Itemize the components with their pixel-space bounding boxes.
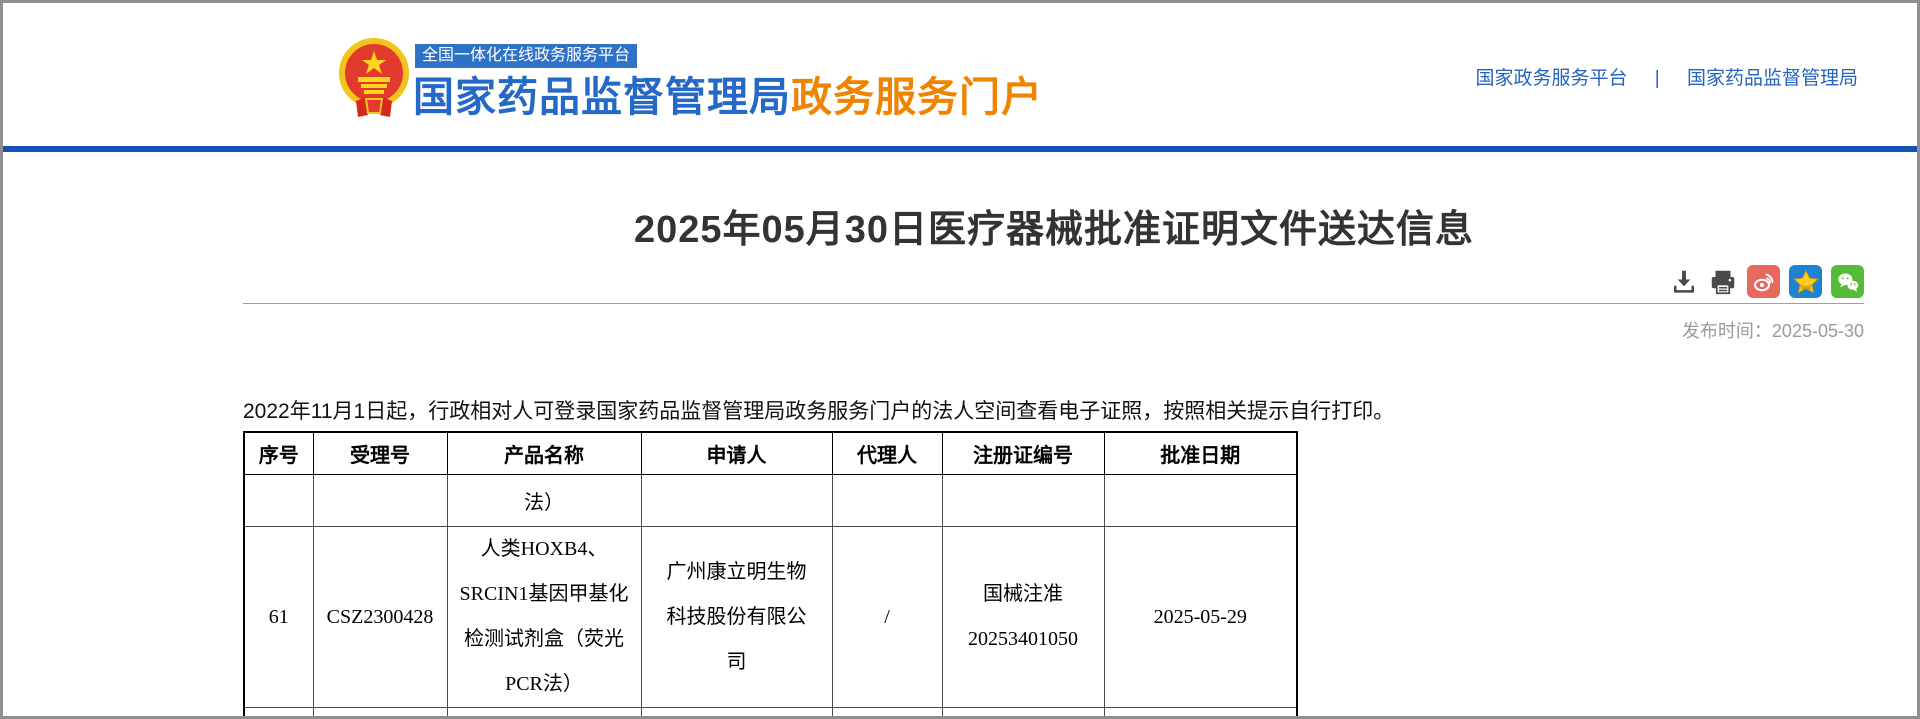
wechat-share-icon[interactable] xyxy=(1831,265,1864,298)
cell-approval-date xyxy=(1103,474,1298,527)
col-header-applicant: 申请人 xyxy=(640,431,833,475)
cell-applicant xyxy=(640,474,833,527)
cell-approval-date: 2025-05-29 xyxy=(1103,526,1298,708)
cell-product: 轮状病毒、诺如病 xyxy=(446,707,642,716)
page-title: 2025年05月30日医疗器械批准证明文件送达信息 xyxy=(633,209,1475,251)
cell-agent: / xyxy=(831,526,943,708)
cell-seq xyxy=(243,707,314,716)
cell-seq xyxy=(243,474,314,527)
table-row: 61 CSZ2300428 人类HOXB4、 SRCIN1基因甲基化 检测试剂盒… xyxy=(243,526,1298,708)
cell-accept-no xyxy=(312,707,448,716)
portal-name: 政务服务门户 xyxy=(791,74,1043,120)
article-content: 2025年05月30日医疗器械批准证明文件送达信息 xyxy=(243,152,1865,716)
col-header-agent: 代理人 xyxy=(831,431,943,475)
intro-paragraph: 2022年11月1日起，行政相对人可登录国家药品监督管理局政务服务门户的法人空间… xyxy=(243,400,1395,423)
cell-accept-no xyxy=(312,474,448,527)
header-divider-band xyxy=(3,146,1917,152)
table-header-row: 序号 受理号 产品名称 申请人 代理人 注册证编号 批准日期 xyxy=(243,431,1298,475)
national-emblem-logo xyxy=(339,38,409,117)
cell-reg-no xyxy=(941,707,1105,716)
approval-table: 序号 受理号 产品名称 申请人 代理人 注册证编号 批准日期 法） xyxy=(243,431,1298,716)
cell-seq: 61 xyxy=(243,526,314,708)
cell-agent xyxy=(831,707,943,716)
col-header-approval-date: 批准日期 xyxy=(1103,431,1298,475)
cell-applicant xyxy=(640,707,833,716)
cell-reg-no: 国械注准 20253401050 xyxy=(941,526,1105,708)
cell-applicant: 广州康立明生物 科技股份有限公 司 xyxy=(640,526,833,708)
site-title: 国家药品监督管理局政务服务门户 xyxy=(413,63,1043,123)
weibo-share-icon[interactable] xyxy=(1747,265,1780,298)
publish-time: 发布时间：2025-05-30 xyxy=(1681,321,1864,341)
col-header-reg-no: 注册证编号 xyxy=(941,431,1105,475)
col-header-accept-no: 受理号 xyxy=(312,431,448,475)
link-nmpa-site[interactable]: 国家药品监督管理局 xyxy=(1686,68,1858,89)
org-name: 国家药品监督管理局 xyxy=(413,74,791,120)
print-icon[interactable] xyxy=(1708,267,1738,297)
title-divider xyxy=(243,303,1864,304)
emblem-star xyxy=(362,51,386,74)
cell-approval-date xyxy=(1103,707,1298,716)
cell-product: 法） xyxy=(446,474,642,527)
table-row: 轮状病毒、诺如病 xyxy=(243,707,1298,716)
article-toolbar xyxy=(1669,265,1864,298)
download-icon[interactable] xyxy=(1669,267,1699,297)
qzone-share-icon[interactable] xyxy=(1789,265,1822,298)
cell-agent xyxy=(831,474,943,527)
link-national-gov-platform[interactable]: 国家政务服务平台 xyxy=(1475,68,1628,89)
table-row: 法） xyxy=(243,474,1298,527)
cell-accept-no: CSZ2300428 xyxy=(312,526,448,708)
cell-product: 人类HOXB4、 SRCIN1基因甲基化 检测试剂盒（荧光 PCR法） xyxy=(446,526,642,708)
col-header-product: 产品名称 xyxy=(446,431,642,475)
site-header: 全国一体化在线政务服务平台 国家药品监督管理局政务服务门户 国家政务服务平台 |… xyxy=(3,3,1917,143)
link-separator: | xyxy=(1654,68,1660,89)
header-links: 国家政务服务平台 | 国家药品监督管理局 xyxy=(1475,63,1858,90)
platform-badge: 全国一体化在线政务服务平台 xyxy=(415,44,638,68)
col-header-seq: 序号 xyxy=(243,431,314,475)
cell-reg-no xyxy=(941,474,1105,527)
